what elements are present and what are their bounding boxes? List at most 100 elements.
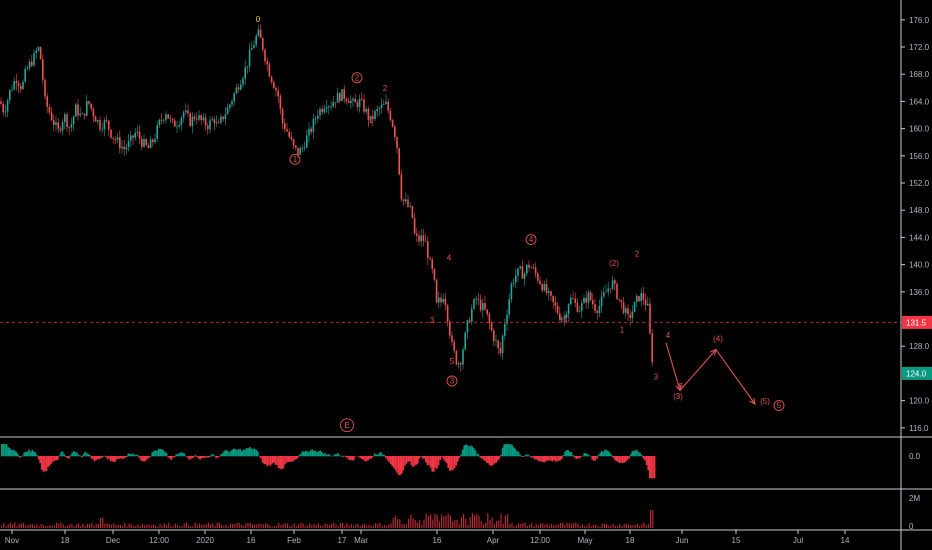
volume-bar — [291, 525, 293, 528]
candle-body — [442, 298, 444, 303]
oscillator-bar — [57, 456, 59, 460]
volume-bar — [348, 525, 350, 528]
oscillator-bar — [250, 448, 253, 457]
price-tick-label: 128.0 — [909, 342, 930, 351]
volume-bar — [364, 523, 366, 528]
candle-body — [185, 110, 187, 113]
candle-body — [352, 98, 354, 101]
oscillator-bar — [585, 453, 587, 457]
candle-body — [649, 303, 651, 334]
oscillator-bar — [28, 449, 30, 457]
price-axis[interactable]: 176.0 172.0 168.0 164.0 160.0 156.0 152.0 148.0… — [901, 16, 930, 433]
volume-bar — [161, 525, 163, 528]
oscillator-bar — [641, 454, 643, 457]
candle-body — [13, 81, 15, 90]
oscillator-bar — [45, 456, 48, 471]
volume-bar — [405, 524, 407, 528]
oscillator-bar — [653, 456, 656, 479]
candle-body — [200, 115, 202, 120]
oscillator-bar — [580, 456, 582, 457]
volume-bar — [410, 514, 412, 528]
volume-bar — [326, 524, 328, 528]
oscillator-bar — [418, 456, 421, 459]
volume-bar — [515, 525, 517, 528]
volume-bar — [331, 523, 333, 528]
oscillator-bar — [113, 456, 115, 463]
volume-bar — [69, 524, 71, 528]
candle-body — [614, 280, 616, 284]
oscillator-bar — [105, 456, 107, 457]
volume-bar — [155, 525, 157, 528]
candle-body — [446, 305, 449, 322]
oscillator-bar — [233, 448, 235, 457]
volume-bar — [93, 525, 95, 528]
candle-body — [550, 291, 552, 296]
price-badge — [902, 366, 932, 380]
wave-label: 3 — [654, 373, 659, 382]
volume-bar — [152, 524, 154, 528]
volume-bar — [258, 523, 260, 528]
candlestick-series — [0, 24, 653, 372]
volume-bar — [623, 524, 625, 528]
candle-body — [147, 145, 150, 149]
oscillator-bar — [229, 451, 232, 457]
oscillator-bar — [191, 456, 193, 459]
wave-label: 2 — [383, 84, 388, 93]
candle-body — [251, 48, 253, 50]
volume-bar — [586, 525, 588, 528]
oscillator-bar — [61, 451, 64, 457]
oscillator-bar — [44, 456, 46, 472]
oscillator-bar — [452, 456, 454, 471]
oscillator-bar — [471, 446, 473, 457]
volume-bar — [590, 526, 592, 528]
oscillator-bar — [495, 456, 497, 463]
oscillator-bar — [562, 455, 565, 457]
volume-bar — [555, 524, 557, 528]
oscillator-bar — [394, 456, 397, 471]
candle-body — [477, 298, 480, 300]
projection-arrowhead — [710, 348, 717, 356]
oscillator-bar — [253, 448, 256, 457]
volume-bar — [313, 523, 315, 528]
candle-body — [57, 122, 59, 129]
volume-bar — [157, 526, 159, 528]
volume-bar — [548, 525, 550, 528]
candle-body — [521, 266, 524, 279]
volume-bar — [650, 510, 652, 528]
candle-body — [248, 49, 251, 67]
wave-label: (3) — [673, 392, 683, 401]
oscillator-bar — [489, 456, 491, 466]
oscillator-bar — [130, 454, 133, 457]
candle-body — [548, 291, 550, 294]
candle-body — [90, 103, 92, 109]
oscillator-bar — [21, 455, 24, 457]
oscillator-bar — [410, 456, 413, 466]
volume-bar — [566, 522, 568, 528]
oscillator-bar — [50, 456, 53, 464]
time-tick-label: 15 — [732, 536, 741, 545]
volume-bar — [201, 525, 203, 528]
oscillator-bar — [41, 456, 43, 470]
time-axis[interactable]: Nov 18 Dec 12:00 2020 16 Feb 17 Mar 16 Apr 12:00 May… — [5, 530, 850, 545]
candle-body — [204, 117, 207, 126]
oscillator-bar — [106, 456, 109, 460]
oscillator-bar — [26, 451, 29, 457]
oscillator-bar — [388, 456, 390, 463]
oscillator-bar — [261, 456, 264, 463]
oscillator-bar — [500, 454, 502, 457]
volume-bar — [652, 510, 654, 528]
oscillator-bar — [85, 452, 88, 457]
volume-bar — [5, 526, 7, 528]
wave-label: (2) — [609, 259, 619, 268]
candle-body — [332, 102, 334, 107]
volume-bar — [293, 523, 295, 528]
oscillator-bar — [215, 456, 217, 459]
oscillator-bar — [434, 456, 437, 468]
candle-body — [198, 115, 200, 120]
oscillator-bar — [575, 456, 577, 459]
candle-body — [121, 146, 123, 149]
candle-body — [345, 98, 348, 102]
volume-bar — [500, 513, 502, 528]
volume-bar — [86, 523, 88, 528]
